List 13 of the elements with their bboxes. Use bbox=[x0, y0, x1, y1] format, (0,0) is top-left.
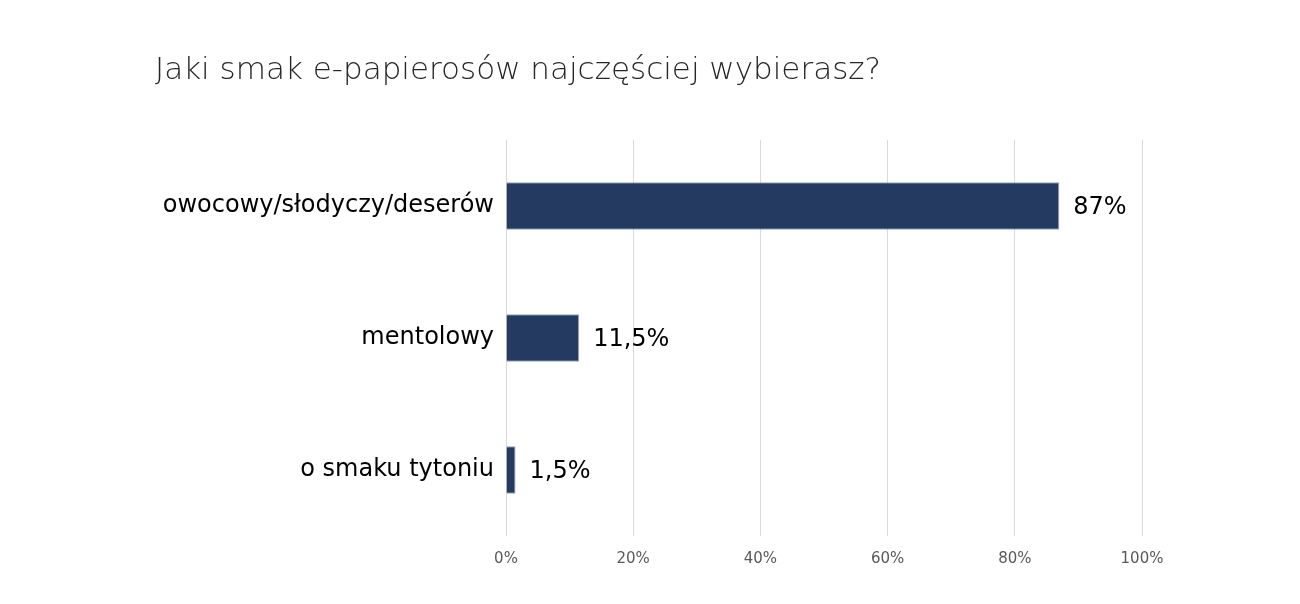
x-tick-label: 0% bbox=[494, 548, 518, 567]
data-label: 11,5% bbox=[593, 324, 670, 353]
y-tick-label: owocowy/słodyczy/deserów bbox=[162, 190, 494, 219]
x-tick-label: 60% bbox=[870, 548, 905, 567]
data-label: 1,5% bbox=[529, 456, 591, 485]
y-tick-label: o smaku tytoniu bbox=[300, 454, 494, 483]
data-label: 87% bbox=[1073, 192, 1127, 221]
y-tick-label: mentolowy bbox=[361, 322, 494, 351]
x-tick-label: 80% bbox=[998, 548, 1032, 567]
x-tick-label: 100% bbox=[1120, 548, 1164, 567]
x-tick-label: 20% bbox=[616, 548, 650, 567]
chart-title: Jaki smak e-papierosów najczęściej wybierasz? bbox=[155, 50, 882, 86]
x-tick-label: 40% bbox=[743, 548, 778, 567]
